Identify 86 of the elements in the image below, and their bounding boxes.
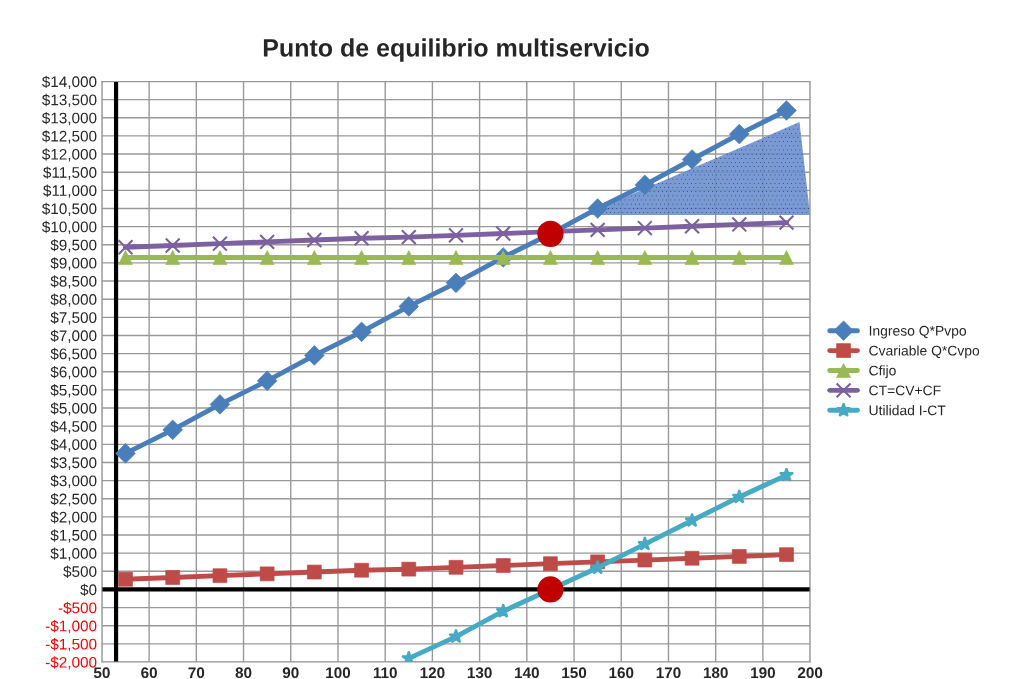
y-tick-label: $12,500 bbox=[41, 130, 97, 144]
x-tick-label: 60 bbox=[141, 667, 157, 679]
y-tick-label: $5,000 bbox=[50, 402, 97, 416]
point bbox=[212, 568, 228, 583]
y-tick-label: $3,000 bbox=[50, 474, 97, 489]
point bbox=[778, 467, 795, 482]
legend-label: Cvariable Q*Cvpo bbox=[869, 345, 980, 359]
point bbox=[684, 550, 700, 566]
point bbox=[637, 536, 653, 551]
point bbox=[684, 512, 700, 528]
y-tick-label: $12,000 bbox=[41, 148, 97, 162]
x-tick-label: 200 bbox=[797, 667, 823, 679]
y-tick-label: $4,000 bbox=[50, 438, 97, 452]
y-tick-label: $11,000 bbox=[43, 184, 97, 198]
point bbox=[448, 560, 464, 575]
x-tick-label: 170 bbox=[656, 667, 681, 679]
y-tick-label: $7,500 bbox=[50, 311, 97, 325]
legend-label: Utilidad I-CT bbox=[869, 405, 946, 416]
point bbox=[731, 549, 747, 564]
y-tick-label: $13,500 bbox=[41, 93, 97, 108]
point bbox=[117, 239, 134, 256]
chart-title: Punto de equilibrio multiservicio bbox=[263, 38, 649, 62]
y-tick-label: $6,500 bbox=[50, 347, 97, 362]
x-tick-label: 180 bbox=[703, 667, 728, 679]
y-tick-label: $1,000 bbox=[50, 547, 97, 561]
y-tick-label: $0 bbox=[80, 583, 97, 597]
y-tick-label: $13,000 bbox=[41, 111, 97, 126]
y-tick-label: $11,500 bbox=[43, 166, 97, 180]
point bbox=[637, 552, 653, 568]
y-tick-label: $6,000 bbox=[50, 365, 97, 380]
y-tick-label: $3,500 bbox=[50, 456, 97, 470]
point bbox=[537, 576, 564, 603]
point bbox=[351, 321, 372, 343]
x-tick-label: 80 bbox=[235, 667, 252, 679]
point bbox=[778, 214, 795, 231]
y-tick-label: $10,500 bbox=[41, 202, 97, 216]
legend-label: CT=CV+CF bbox=[869, 385, 941, 396]
y-tick-label: $500 bbox=[63, 565, 97, 578]
point bbox=[164, 237, 181, 254]
y-tick-label: $9,500 bbox=[50, 238, 97, 253]
y-tick-label: -$500 bbox=[58, 601, 97, 615]
point bbox=[684, 218, 701, 235]
x-tick-label: 130 bbox=[467, 667, 492, 679]
point bbox=[590, 559, 606, 575]
y-tick-label: $5,500 bbox=[50, 384, 97, 398]
point bbox=[495, 603, 511, 618]
point bbox=[731, 488, 747, 504]
x-tick-label: 70 bbox=[188, 667, 205, 679]
y-tick-label: $2,500 bbox=[50, 492, 97, 507]
point bbox=[636, 220, 653, 237]
point bbox=[589, 221, 606, 238]
y-tick-label: $9,000 bbox=[50, 257, 97, 271]
point bbox=[353, 230, 370, 247]
x-tick-label: 100 bbox=[326, 667, 351, 679]
point bbox=[400, 229, 417, 246]
point bbox=[306, 232, 323, 249]
point bbox=[211, 235, 228, 252]
x-tick-label: 150 bbox=[562, 667, 587, 679]
y-tick-label: -$1,500 bbox=[45, 638, 97, 652]
point bbox=[495, 225, 512, 242]
x-tick-label: 140 bbox=[515, 667, 539, 679]
point bbox=[634, 174, 656, 196]
y-tick-label: $2,000 bbox=[50, 511, 97, 525]
x-tick-label: 190 bbox=[751, 667, 776, 679]
x-tick-label: 120 bbox=[420, 667, 445, 679]
legend-label: Ingreso Q*Pvpo bbox=[869, 325, 967, 339]
point bbox=[401, 650, 417, 663]
x-tick-label: 160 bbox=[609, 667, 634, 679]
point bbox=[681, 149, 703, 170]
point bbox=[401, 561, 417, 577]
point bbox=[259, 233, 276, 250]
point bbox=[448, 628, 464, 644]
y-tick-label: $10,000 bbox=[41, 220, 97, 235]
legend-label: Cfijo bbox=[869, 365, 896, 379]
y-tick-label: $4,500 bbox=[50, 420, 97, 434]
point bbox=[448, 227, 464, 244]
x-tick-label: 110 bbox=[373, 667, 397, 679]
y-tick-label: -$1,000 bbox=[45, 619, 97, 634]
y-tick-label: $8,000 bbox=[50, 293, 97, 307]
point bbox=[256, 370, 278, 391]
y-tick-label: $7,000 bbox=[50, 329, 97, 343]
point bbox=[731, 216, 748, 233]
y-tick-label: $14,000 bbox=[41, 75, 97, 89]
x-tick-label: 90 bbox=[282, 667, 299, 679]
y-tick-label: $1,500 bbox=[50, 529, 97, 543]
y-tick-label: $8,500 bbox=[50, 275, 97, 289]
